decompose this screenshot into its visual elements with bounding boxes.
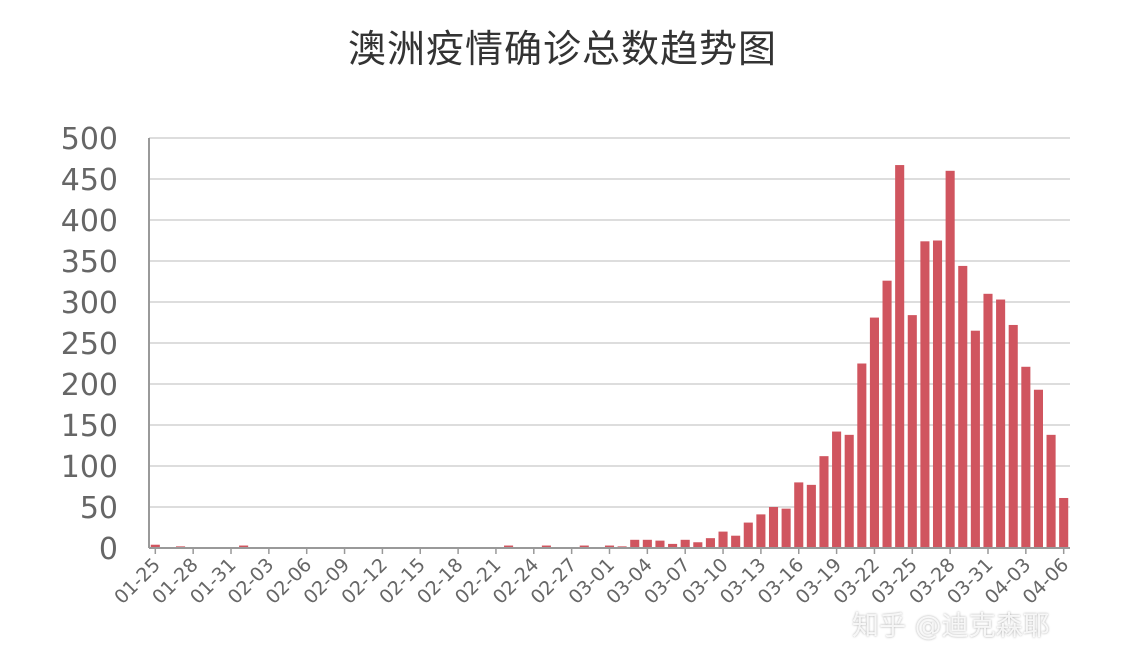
y-tick-labels: 0 50 100 150 200 250 300 350 400 450 500 xyxy=(61,122,118,567)
bar xyxy=(819,456,829,548)
bar xyxy=(832,431,842,548)
y-tick-label: 500 xyxy=(61,122,118,157)
bar xyxy=(781,508,791,548)
bar xyxy=(1033,389,1044,548)
y-tick-label: 300 xyxy=(61,286,118,321)
watermark: 知乎 @迪克森耶 xyxy=(852,611,1050,642)
y-tick-label: 150 xyxy=(61,409,118,444)
bar xyxy=(945,170,955,549)
bar xyxy=(983,293,993,548)
bar xyxy=(705,538,715,548)
bar xyxy=(630,539,640,548)
bar xyxy=(731,535,741,548)
bar xyxy=(895,165,905,548)
bar xyxy=(693,542,703,548)
bar xyxy=(541,545,551,548)
bar xyxy=(996,299,1006,548)
bars xyxy=(150,165,1069,549)
bar xyxy=(806,484,816,548)
bar xyxy=(1046,434,1056,548)
bar xyxy=(882,280,892,548)
bar xyxy=(958,265,968,548)
bar xyxy=(150,544,160,548)
bar xyxy=(743,522,753,548)
bar xyxy=(642,539,652,548)
y-tick-label: 250 xyxy=(61,327,118,362)
y-tick-label: 50 xyxy=(80,491,118,526)
bar xyxy=(655,540,665,548)
bar xyxy=(794,482,804,548)
bar xyxy=(668,543,678,548)
bar xyxy=(579,545,589,548)
chart-title: 澳洲疫情确诊总数趋势图 xyxy=(347,27,777,71)
y-tick-label: 200 xyxy=(61,368,118,403)
bar xyxy=(857,363,867,548)
bar xyxy=(869,317,879,548)
y-tick-label: 0 xyxy=(99,532,118,567)
bar xyxy=(756,514,766,548)
bar xyxy=(970,330,980,548)
bar xyxy=(718,531,728,548)
bar xyxy=(844,434,854,548)
bar xyxy=(604,545,615,548)
bar xyxy=(907,315,917,548)
bar xyxy=(920,241,930,548)
y-tick-label: 350 xyxy=(61,245,118,280)
gridlines xyxy=(149,137,1070,549)
y-tick-label: 100 xyxy=(61,450,118,485)
y-tick-label: 400 xyxy=(61,204,118,239)
bar xyxy=(932,240,943,548)
bar xyxy=(768,507,779,548)
y-tick-label: 450 xyxy=(61,163,118,198)
bar xyxy=(680,539,690,548)
bar xyxy=(1008,324,1018,548)
bar xyxy=(1021,366,1031,548)
bar xyxy=(1059,497,1069,548)
axes xyxy=(148,138,1070,554)
bar xyxy=(239,545,249,548)
bar xyxy=(504,545,514,548)
x-tick-labels: 01-2501-2801-3102-0302-0602-0902-1202-15… xyxy=(110,554,1073,609)
